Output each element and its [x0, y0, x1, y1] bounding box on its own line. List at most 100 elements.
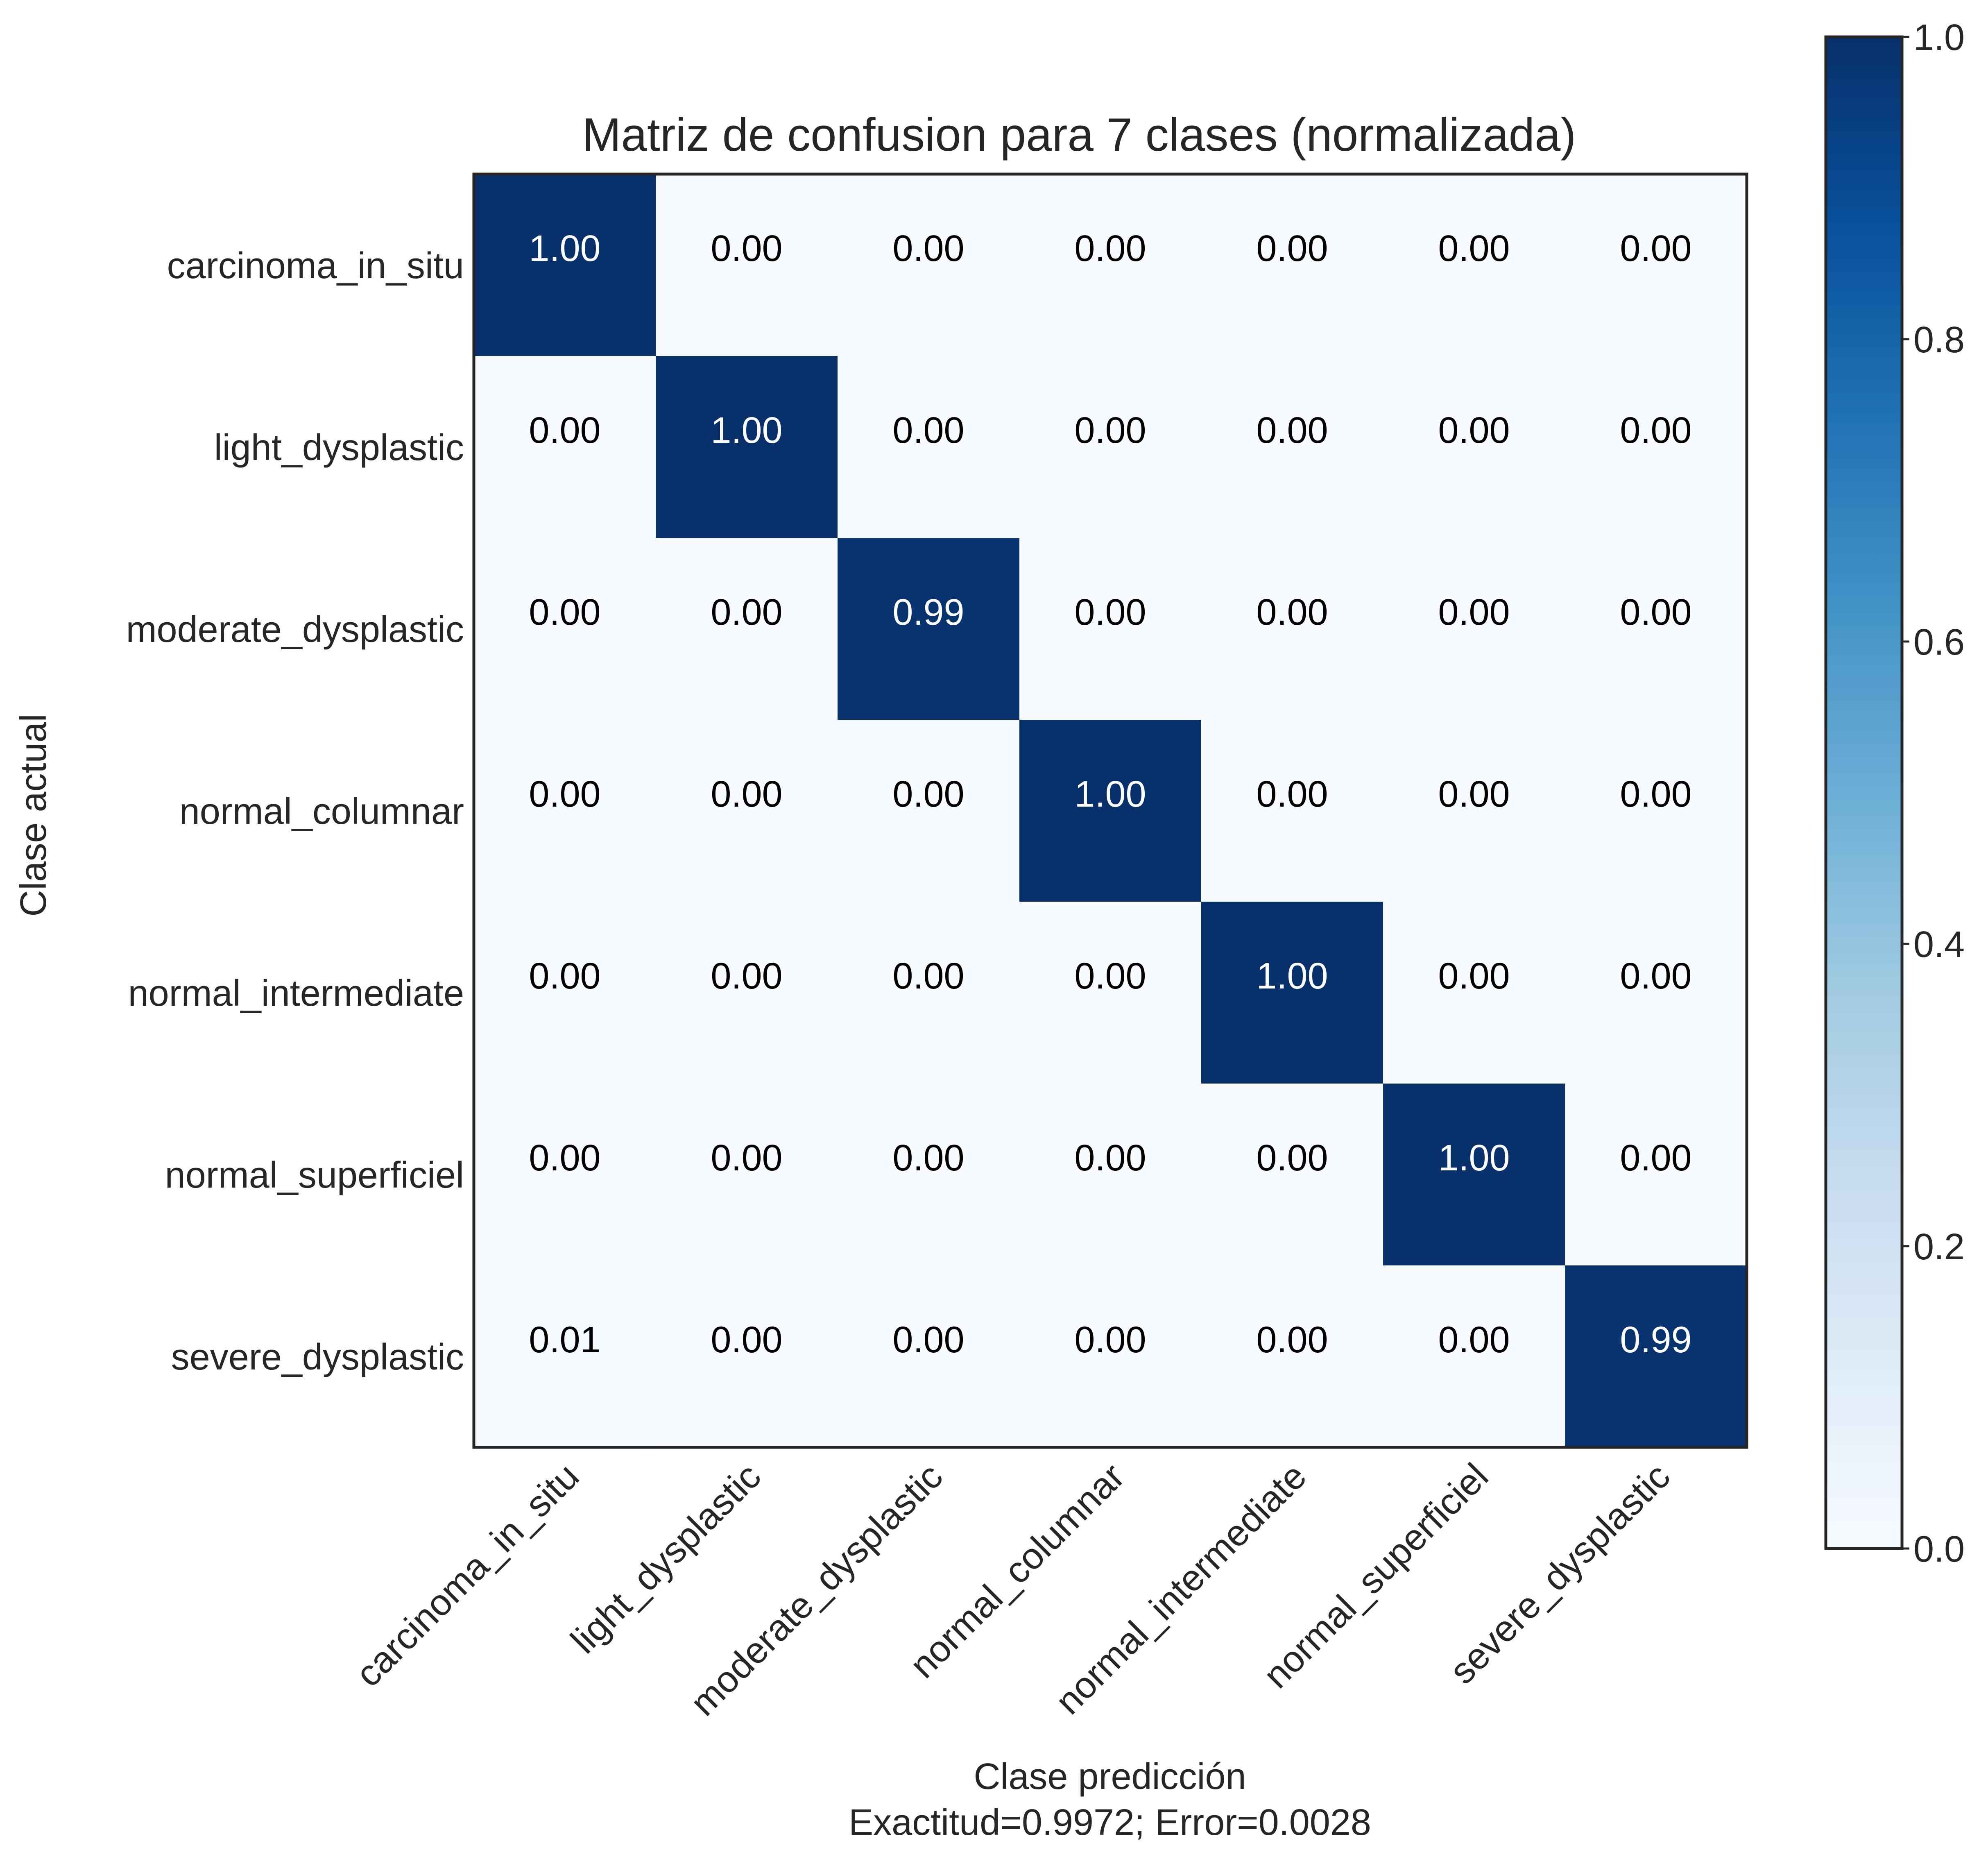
heatmap-cell [656, 174, 838, 356]
heatmap-cell [1565, 538, 1747, 720]
y-tick-label: moderate_dysplastic [126, 609, 464, 650]
cell-value-label: 0.00 [1074, 228, 1146, 269]
cell-value-label: 0.00 [892, 1320, 964, 1360]
heatmap-cell [1019, 720, 1202, 902]
colorbar-tick-labels: 0.0 0.2 0.4 0.6 0.8 1.0 [1902, 17, 1965, 1570]
plot-frame [472, 172, 1748, 1449]
heatmap-cell [838, 720, 1020, 902]
cell-value-label: 1.00 [711, 410, 782, 451]
cell-value-label: 0.00 [1620, 410, 1691, 451]
heatmap-cell [656, 720, 838, 902]
cell-value-label: 0.00 [1438, 1320, 1510, 1360]
cell-value-label: 0.01 [529, 1320, 600, 1360]
heatmap-cell [1019, 538, 1202, 720]
cell-value-label: 0.00 [1256, 1320, 1328, 1360]
cell-value-label: 0.00 [529, 592, 600, 633]
cell-value-label: 0.00 [1074, 410, 1146, 451]
heatmap-cell [1201, 1084, 1383, 1266]
x-tick-labels: carcinoma_in_situlight_dysplasticmoderat… [348, 1456, 1678, 1723]
cell-value-label: 0.00 [529, 774, 600, 815]
heatmap-cell [1565, 356, 1747, 538]
heatmap-cell [1201, 538, 1383, 720]
heatmap-cell [1201, 1265, 1383, 1448]
cell-value-label: 0.00 [1074, 956, 1146, 997]
cell-value-label: 0.00 [1074, 1138, 1146, 1179]
heatmap-cell [838, 1084, 1020, 1266]
cell-value-label: 0.00 [1620, 1138, 1691, 1179]
heatmap-cell [474, 720, 656, 902]
heatmap-cell [1565, 902, 1747, 1084]
heatmap-cell [1383, 538, 1565, 720]
cell-value-label: 0.00 [1256, 592, 1328, 633]
colorbar-tick-label: 0.0 [1913, 1529, 1965, 1570]
cell-value-label: 0.00 [892, 228, 964, 269]
heatmap-cell [1201, 174, 1383, 356]
heatmap-cell [474, 1265, 656, 1448]
cell-value-label: 0.00 [1438, 228, 1510, 269]
cell-value-label: 0.00 [529, 410, 600, 451]
cell-value-label: 0.00 [529, 956, 600, 997]
colorbar-tick-label: 0.8 [1913, 320, 1965, 360]
heatmap-cell [1383, 902, 1565, 1084]
x-tick-label: light_dysplastic [563, 1456, 769, 1661]
heatmap-cell [656, 356, 838, 538]
heatmap-cell [656, 1265, 838, 1448]
x-tick-label: carcinoma_in_situ [348, 1456, 587, 1695]
x-axis-label: Clase predicción [974, 1756, 1246, 1797]
cell-value-label: 0.00 [1438, 410, 1510, 451]
heatmap-cell [1383, 174, 1565, 356]
heatmap-cell [474, 356, 656, 538]
cell-value-label: 0.00 [1438, 774, 1510, 815]
cell-value-label: 0.00 [711, 1320, 782, 1360]
cell-value-label: 0.00 [1620, 592, 1691, 633]
heatmap-cell [1019, 902, 1202, 1084]
heatmap-cell [1565, 720, 1747, 902]
y-axis-label: Clase actual [13, 714, 54, 916]
cell-value-labels: 1.00 0.00 0.00 0.00 0.00 0.00 0.00 0.00 1.00 0.00… [529, 228, 1691, 1360]
heatmap-cell [1383, 356, 1565, 538]
heatmap-cell [1565, 1084, 1747, 1266]
cell-value-label: 0.00 [1256, 1138, 1328, 1179]
heatmap-cell [1383, 720, 1565, 902]
y-tick-labels: carcinoma_in_situ light_dysplasticmoderat… [126, 245, 464, 1378]
cell-value-label: 0.00 [1256, 228, 1328, 269]
cell-value-label: 0.00 [529, 1138, 600, 1179]
cell-value-label: 0.00 [1620, 774, 1691, 815]
heatmap-cell [838, 902, 1020, 1084]
cell-value-label: 0.00 [892, 774, 964, 815]
cell-value-label: 1.00 [1074, 774, 1146, 815]
cell-value-label: 0.00 [711, 956, 782, 997]
cell-value-label: 0.00 [711, 228, 782, 269]
y-tick-label: light_dysplastic [214, 427, 464, 468]
cell-value-label: 0.00 [1438, 592, 1510, 633]
heatmap-cell [1019, 174, 1202, 356]
y-tick-label: carcinoma_in_situ [167, 245, 464, 286]
heatmap-cell [474, 1084, 656, 1266]
heatmap-cells [474, 174, 1747, 1448]
colorbar [1824, 35, 1904, 1550]
heatmap-cell [838, 174, 1020, 356]
cell-value-label: 0.00 [892, 1138, 964, 1179]
cell-value-label: 0.00 [1256, 410, 1328, 451]
cell-value-label: 0.00 [1074, 1320, 1146, 1360]
cell-value-label: 0.99 [1620, 1320, 1691, 1360]
heatmap-cell [1383, 1265, 1565, 1448]
chart-title: Matriz de confusion para 7 clases (norma… [582, 109, 1576, 161]
heatmap-cell [838, 538, 1020, 720]
heatmap-cell [1019, 1084, 1202, 1266]
colorbar-tick-label: 0.6 [1913, 622, 1965, 663]
cell-value-label: 0.00 [711, 1138, 782, 1179]
heatmap-cell [1383, 1084, 1565, 1266]
heatmap-cell [656, 538, 838, 720]
cell-value-label: 1.00 [1438, 1138, 1510, 1179]
heatmap-cell [838, 356, 1020, 538]
y-tick-label: normal_superficiel [165, 1155, 464, 1196]
heatmap-cell [474, 902, 656, 1084]
heatmap-cell [474, 538, 656, 720]
heatmap-cell [1019, 356, 1202, 538]
cell-value-label: 0.00 [892, 956, 964, 997]
cell-value-label: 0.00 [892, 410, 964, 451]
colorbar-tick-label: 0.2 [1913, 1227, 1965, 1267]
heatmap-cell [838, 1265, 1020, 1448]
